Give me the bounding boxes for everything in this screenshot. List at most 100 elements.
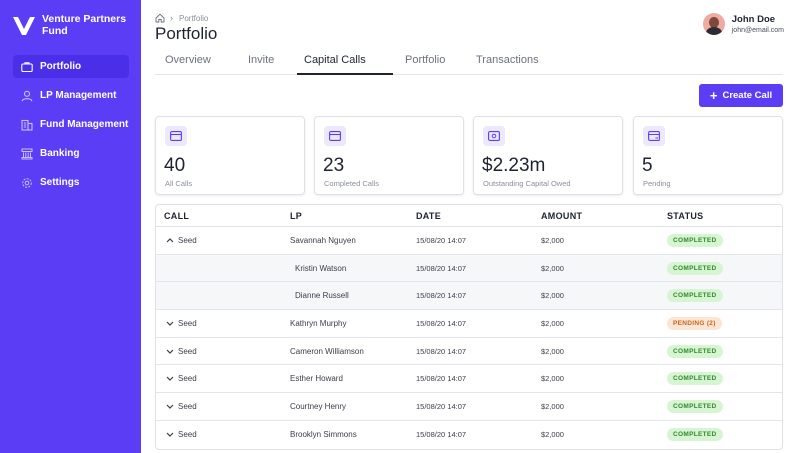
stat-value: $2.23m <box>482 155 546 176</box>
amount-cell: $2,000 <box>541 263 564 273</box>
status-badge: COMPLETED <box>667 427 723 441</box>
date-cell: 15/08/20 14:07 <box>416 319 467 329</box>
date-cell: 15/08/20 14:07 <box>416 263 467 273</box>
breadcrumb-current[interactable]: Portfolio <box>179 13 209 23</box>
lp-cell: Savannah Nguyen <box>290 236 356 245</box>
tab-overview[interactable]: Overview <box>165 54 211 66</box>
column-header-date[interactable]: DATE <box>416 211 442 221</box>
status-badge: COMPLETED <box>667 344 723 358</box>
column-header-status[interactable]: STATUS <box>667 211 704 221</box>
avatar[interactable] <box>702 13 725 35</box>
tab-invite[interactable]: Invite <box>248 54 275 66</box>
stat-card-all-calls: 40 All Calls <box>155 116 305 195</box>
lp-cell: Kristin Watson <box>295 263 347 273</box>
card-icon <box>165 126 187 146</box>
status-badge: COMPLETED <box>667 400 723 414</box>
lp-cell: Courtney Henry <box>290 402 347 412</box>
chevron-down-icon[interactable] <box>166 347 174 355</box>
table-row[interactable]: Seed Savannah Nguyen 15/08/20 14:07 $2,000 C… <box>156 227 782 255</box>
sidebar-item-label: Portfolio <box>40 61 82 72</box>
tab-capital-calls[interactable]: Capital Calls <box>304 54 366 66</box>
sidebar-item-label: Banking <box>40 148 80 159</box>
amount-cell: $2,000 <box>541 346 564 356</box>
user-name: John Doe <box>731 14 776 25</box>
stat-label: Completed Calls <box>324 179 380 188</box>
card-icon <box>324 126 346 146</box>
lp-cell: Kathryn Murphy <box>290 319 347 329</box>
chevron-down-icon[interactable] <box>166 319 174 327</box>
call-cell: Seed <box>178 236 197 245</box>
status-badge: COMPLETED <box>667 234 723 247</box>
status-badge: COMPLETED <box>667 261 723 275</box>
plus-icon: + <box>709 88 718 103</box>
stat-label: All Calls <box>165 179 193 188</box>
stat-card-pending: 5 Pending <box>633 116 783 195</box>
money-icon <box>483 126 505 146</box>
chevron-down-icon[interactable] <box>166 402 174 410</box>
call-cell: Seed <box>178 429 197 439</box>
column-header-amount[interactable]: AMOUNT <box>541 211 583 221</box>
brand[interactable]: Venture Partners Fund <box>12 13 132 37</box>
sidebar-item-fund-management[interactable]: Fund Management <box>13 113 129 136</box>
chevron-down-icon[interactable] <box>166 374 174 382</box>
amount-cell: $2,000 <box>541 236 564 245</box>
create-call-label: Create Call <box>722 90 773 101</box>
call-cell: Seed <box>178 374 197 384</box>
amount-cell: $2,000 <box>541 319 564 329</box>
date-cell: 15/08/20 14:07 <box>416 429 467 439</box>
lp-cell: Esther Howard <box>290 374 343 384</box>
date-cell: 15/08/20 14:07 <box>416 291 467 301</box>
chevron-up-icon[interactable] <box>166 236 174 244</box>
sidebar-item-banking[interactable]: Banking <box>13 142 129 165</box>
lp-cell: Cameron Williamson <box>290 346 364 356</box>
column-header-call[interactable]: CALL <box>164 211 190 221</box>
sidebar: Venture Partners Fund Portfolio LP Manag… <box>0 0 141 453</box>
briefcase-icon <box>21 61 33 73</box>
sidebar-item-portfolio[interactable]: Portfolio <box>13 55 129 78</box>
column-header-lp[interactable]: LP <box>290 211 303 221</box>
table-row[interactable]: Seed Esther Howard 15/08/20 14:07 $2,000 COM… <box>156 365 782 394</box>
table-header: CALL LP DATE AMOUNT STATUS <box>156 205 782 227</box>
stat-label: Pending <box>643 179 671 188</box>
card-pending-icon <box>643 126 665 146</box>
date-cell: 15/08/20 14:07 <box>416 374 467 384</box>
status-badge: COMPLETED <box>667 289 723 303</box>
user-menu[interactable]: John Doe john@email.com <box>702 13 784 35</box>
chevron-right-icon: › <box>170 13 173 23</box>
active-tab-indicator <box>297 73 393 75</box>
page-title: Portfolio <box>155 24 218 43</box>
user-icon <box>21 90 33 102</box>
stat-label: Outstanding Capital Owed <box>483 179 571 188</box>
brand-name: Venture Partners Fund <box>42 13 127 37</box>
stat-card-completed-calls: 23 Completed Calls <box>314 116 464 195</box>
bank-icon <box>21 148 33 160</box>
sidebar-nav: Portfolio LP Management Fund Management … <box>13 55 129 200</box>
table-row[interactable]: Seed Kathryn Murphy 15/08/20 14:07 $2,000 PE… <box>156 310 782 338</box>
call-cell: Seed <box>178 319 197 329</box>
amount-cell: $2,000 <box>541 374 564 384</box>
table-row[interactable]: Seed Courtney Henry 15/08/20 14:07 $2,000 CO… <box>156 393 782 421</box>
tab-transactions[interactable]: Transactions <box>476 54 539 66</box>
sidebar-item-settings[interactable]: Settings <box>13 171 129 194</box>
tab-bar: Overview Invite Capital Calls Portfolio … <box>155 54 783 75</box>
table-body: Seed Savannah Nguyen 15/08/20 14:07 $2,000 C… <box>156 227 782 449</box>
breadcrumb: › Portfolio <box>155 13 208 23</box>
tab-portfolio[interactable]: Portfolio <box>405 54 446 66</box>
call-cell: Seed <box>178 346 197 356</box>
call-cell: Seed <box>178 402 197 412</box>
date-cell: 15/08/20 14:07 <box>416 236 467 245</box>
sidebar-item-label: Settings <box>40 177 80 188</box>
gear-icon <box>21 177 33 189</box>
stat-value: 5 <box>642 155 653 176</box>
create-call-button[interactable]: + Create Call <box>699 84 783 107</box>
table-row[interactable]: Seed Brooklyn Simmons 15/08/20 14:07 $2,000… <box>156 421 782 449</box>
table-row[interactable]: Kristin Watson 15/08/20 14:07 $2,000 COMPLE… <box>156 254 782 283</box>
home-icon[interactable] <box>155 13 165 23</box>
chevron-down-icon[interactable] <box>166 430 174 438</box>
table-row[interactable]: Dianne Russell 15/08/20 14:07 $2,000 COMPLE… <box>156 282 782 311</box>
amount-cell: $2,000 <box>541 402 564 412</box>
sidebar-item-lp-management[interactable]: LP Management <box>13 84 129 107</box>
stat-card-outstanding-capital: $2.23m Outstanding Capital Owed <box>473 116 623 195</box>
table-row[interactable]: Seed Cameron Williamson 15/08/20 14:07 $2,0… <box>156 338 782 366</box>
stat-value: 40 <box>164 155 186 176</box>
